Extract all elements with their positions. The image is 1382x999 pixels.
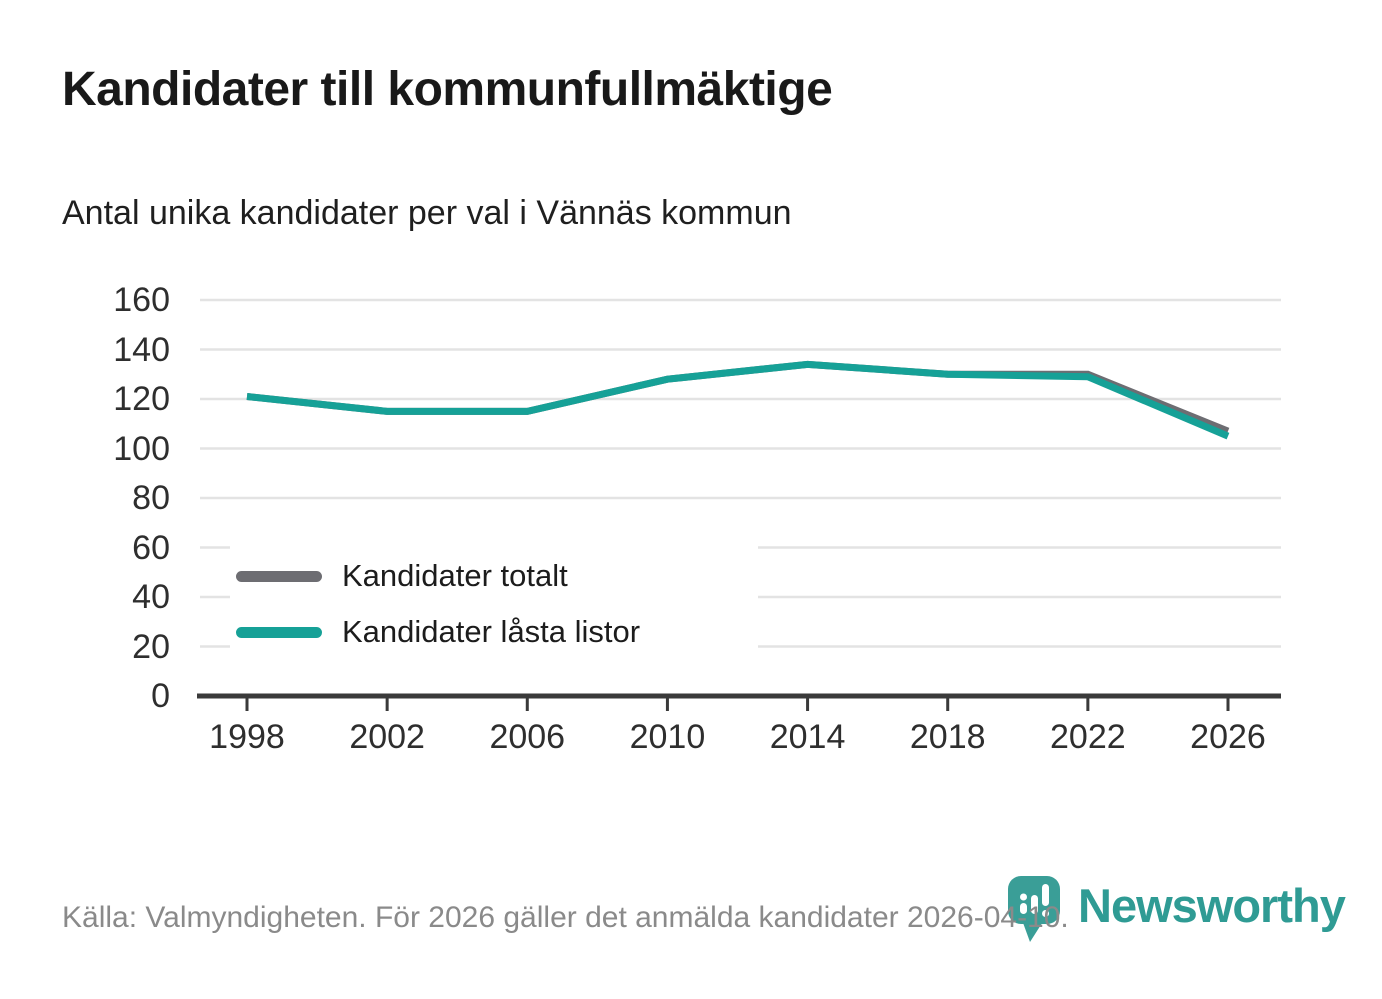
y-tick-label: 120 — [113, 380, 170, 418]
legend-label-lasta-listor: Kandidater låsta listor — [342, 614, 641, 649]
y-tick-label: 160 — [113, 281, 170, 319]
y-tick-label: 40 — [132, 578, 170, 616]
y-tick-label: 60 — [132, 528, 170, 567]
newsworthy-logo: Newsworthy — [1008, 876, 1346, 956]
x-tick-label: 2014 — [769, 718, 846, 756]
x-axis — [197, 693, 1281, 711]
x-tick-label: 2010 — [629, 718, 706, 756]
newsworthy-wordmark: Newsworthy — [1078, 879, 1346, 932]
y-tick-label: 80 — [132, 479, 170, 517]
y-tick-label: 20 — [132, 627, 170, 666]
series-line-1 — [246, 360, 1230, 440]
x-tick-label: 2002 — [349, 718, 425, 756]
x-tick-label: 2018 — [909, 718, 986, 756]
x-tick-label: 2006 — [489, 718, 566, 756]
source-note: Källa: Valmyndigheten. För 2026 gäller d… — [62, 901, 1069, 934]
chart-subtitle: Antal unika kandidater per val i Vännäs … — [62, 194, 792, 232]
x-tick-label: 1998 — [209, 718, 285, 756]
legend-label-totalt: Kandidater totalt — [342, 558, 568, 593]
newsworthy-pin-icon — [1008, 876, 1060, 942]
x-tick-label: 2022 — [1050, 718, 1126, 756]
series-lines — [246, 360, 1230, 440]
y-tick-label: 0 — [151, 677, 170, 715]
chart-title: Kandidater till kommunfullmäktige — [62, 63, 833, 116]
legend: Kandidater totalt Kandidater låsta listo… — [230, 544, 758, 666]
legend-swatch-totalt — [236, 571, 322, 582]
x-tick-label: 2026 — [1190, 718, 1266, 756]
legend-swatch-lasta-listor — [236, 627, 322, 638]
y-tick-label: 140 — [113, 330, 170, 369]
y-tick-label: 100 — [113, 429, 170, 468]
